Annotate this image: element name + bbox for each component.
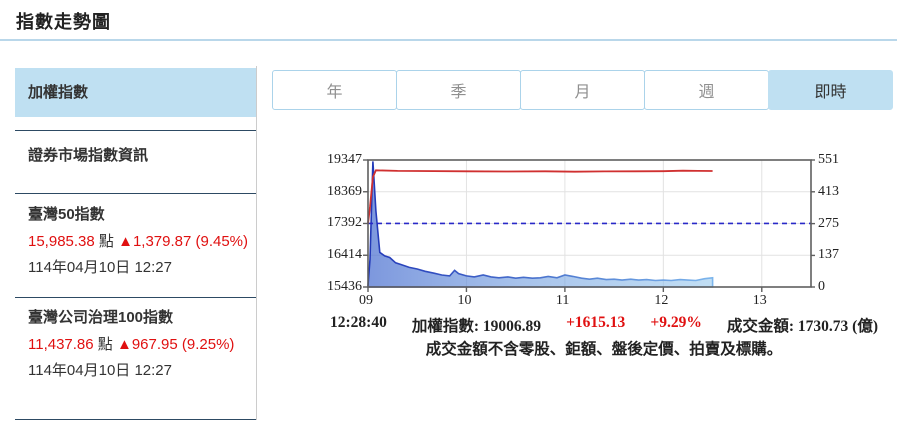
sidebar: 加權指數 證券市場指數資訊 臺灣50指數 15,985.38 點 ▲1,379.… bbox=[15, 66, 257, 420]
index-card-governance100: 臺灣公司治理100指數 11,437.86 點 ▲967.95 (9.25%) … bbox=[28, 306, 328, 380]
sidebar-divider bbox=[15, 193, 256, 194]
axis-tick-label: 551 bbox=[818, 152, 839, 167]
index-value: 15,985.38 bbox=[28, 233, 95, 250]
index-change-percent: +9.29% bbox=[650, 314, 702, 331]
axis-tick-label: 19347 bbox=[327, 152, 362, 167]
sidebar-divider bbox=[15, 419, 256, 420]
index-change: ▲967.95 (9.25%) bbox=[116, 336, 235, 353]
index-date: 114年04月10日 12:27 bbox=[28, 362, 172, 379]
axis-tick-label: 13 bbox=[752, 293, 767, 308]
index-name[interactable]: 臺灣公司治理100指數 bbox=[28, 309, 174, 326]
sidebar-divider bbox=[15, 130, 256, 131]
index-date: 114年04月10日 12:27 bbox=[28, 259, 172, 276]
axis-tick-label: 413 bbox=[818, 183, 839, 199]
index-change: ▲1,379.87 (9.45%) bbox=[118, 233, 249, 250]
status-amount: 成交金額: 1730.73 (億) bbox=[727, 314, 878, 336]
index-unit: 點 bbox=[97, 336, 113, 353]
amount-value: 1730.73 (億) bbox=[797, 318, 878, 335]
axis-tick-label: 10 bbox=[457, 293, 472, 308]
axis-tick-label: 11 bbox=[555, 293, 570, 308]
index-unit: 點 bbox=[98, 233, 114, 250]
index-label: 加權指數: bbox=[411, 318, 480, 335]
sidebar-item-weighted-index[interactable]: 加權指數 bbox=[15, 68, 256, 117]
status-index: 加權指數: 19006.89 bbox=[412, 314, 541, 336]
tab-month[interactable]: 月 bbox=[520, 70, 645, 110]
axis-tick-label: 0 bbox=[818, 279, 825, 294]
status-bar: 12:28:40 加權指數: 19006.89 +1615.13 +9.29% … bbox=[330, 314, 878, 336]
status-time: 12:28:40 bbox=[330, 314, 387, 331]
index-card-taiwan50: 臺灣50指數 15,985.38 點 ▲1,379.87 (9.45%) 114… bbox=[28, 203, 328, 277]
index-quote: 15,985.38 點 ▲1,379.87 (9.45%) bbox=[28, 230, 328, 251]
index-value: 11,437.86 bbox=[28, 336, 94, 353]
sidebar-item-market-index-info[interactable]: 證券市場指數資訊 bbox=[28, 147, 149, 164]
axis-tick-label: 137 bbox=[818, 247, 839, 263]
amount-label: 成交金額: bbox=[726, 318, 795, 335]
tab-quarter[interactable]: 季 bbox=[396, 70, 521, 110]
index-name[interactable]: 臺灣50指數 bbox=[28, 206, 105, 223]
status-note: 成交金額不含零股、鉅額、盤後定價、拍賣及標購。 bbox=[425, 341, 783, 358]
tab-week[interactable]: 週 bbox=[644, 70, 769, 110]
axis-tick-label: 12 bbox=[654, 293, 669, 308]
chart-plot bbox=[363, 159, 815, 292]
tab-year[interactable]: 年 bbox=[272, 70, 397, 110]
tab-realtime[interactable]: 即時 bbox=[768, 70, 893, 110]
index-current-value: 19006.89 bbox=[482, 318, 542, 335]
index-quote: 11,437.86 點 ▲967.95 (9.25%) bbox=[28, 333, 328, 354]
axis-tick-label: 15436 bbox=[327, 279, 362, 294]
title-divider bbox=[0, 39, 897, 41]
axis-tick-label: 18369 bbox=[327, 183, 362, 199]
axis-tick-label: 275 bbox=[818, 215, 839, 231]
page-title: 指數走勢圖 bbox=[16, 12, 111, 32]
axis-tick-label: 09 bbox=[359, 293, 373, 308]
period-tabs: 年 季 月 週 即時 bbox=[272, 70, 893, 110]
sidebar-divider bbox=[15, 297, 256, 298]
index-change-value: +1615.13 bbox=[566, 314, 626, 331]
